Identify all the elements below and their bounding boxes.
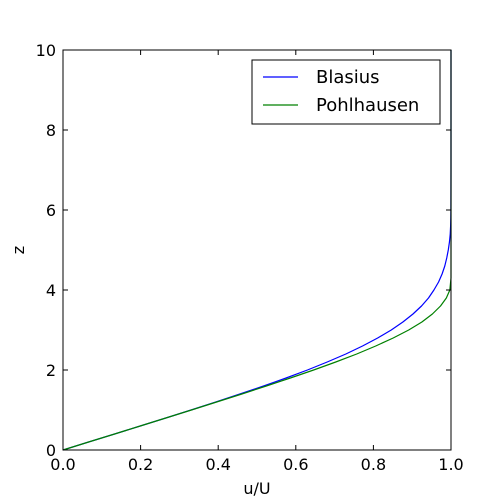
legend-label-blasius: Blasius <box>316 67 380 88</box>
series-line-pohlhausen <box>62 50 452 451</box>
y-tick-label: 4 <box>46 281 56 300</box>
plot-frame <box>62 49 452 451</box>
y-tick-label: 8 <box>46 121 56 140</box>
x-tick-label: 0.0 <box>50 455 75 474</box>
legend: Blasius Pohlhausen <box>251 59 441 125</box>
x-tick-label: 0.6 <box>283 455 308 474</box>
y-tick-label: 0 <box>46 441 56 460</box>
x-tick-label: 0.2 <box>128 455 153 474</box>
x-tick-label: 0.4 <box>205 455 230 474</box>
y-tick-label: 6 <box>46 201 56 220</box>
x-tick-label: 1.0 <box>438 455 463 474</box>
x-tick-label: 0.8 <box>361 455 386 474</box>
y-axis-label: z <box>9 246 28 254</box>
legend-box <box>251 59 441 125</box>
legend-label-pohlhausen: Pohlhausen <box>316 95 419 116</box>
ticks-layer: 0.0 0.2 0.4 0.6 0.8 1.0 0 2 4 6 8 10 <box>36 41 464 474</box>
series-layer <box>62 50 452 451</box>
x-axis-label: u/U <box>243 479 270 498</box>
y-tick-label: 2 <box>46 361 56 380</box>
y-tick-label: 10 <box>36 41 56 60</box>
